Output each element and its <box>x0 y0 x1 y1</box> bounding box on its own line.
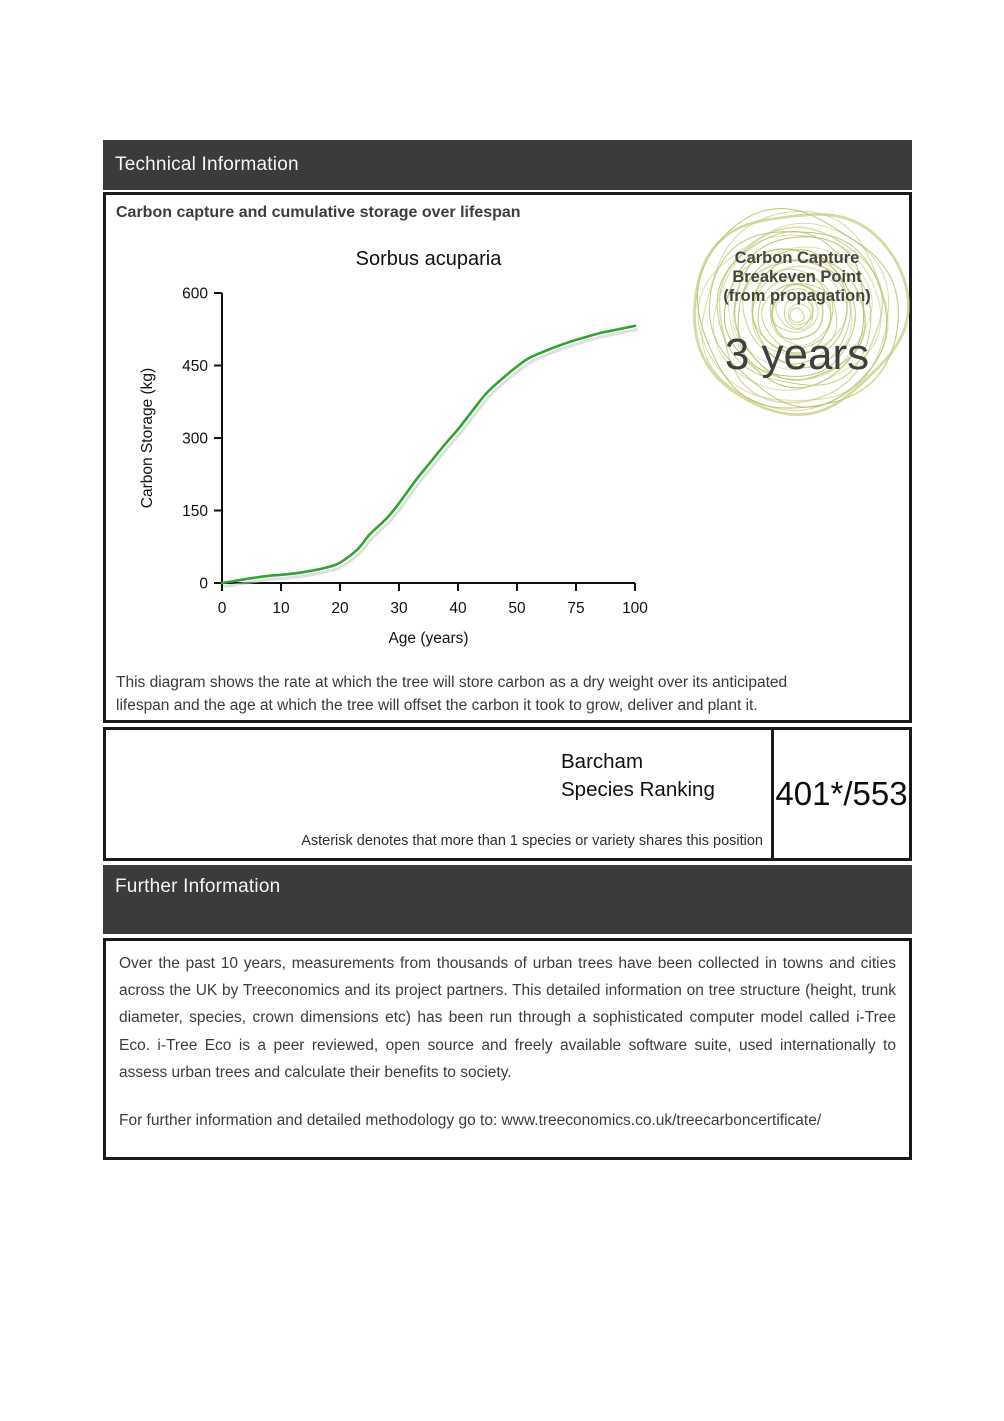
ranking-label-line-2: Species Ranking <box>561 778 715 801</box>
technical-information-title: Technical Information <box>115 154 299 175</box>
svg-text:Age (years): Age (years) <box>388 630 468 647</box>
svg-text:450: 450 <box>182 358 208 375</box>
carbon-capture-chart-panel: Carbon capture and cumulative storage ov… <box>103 192 912 723</box>
svg-text:30: 30 <box>390 600 408 617</box>
svg-text:10: 10 <box>272 600 290 617</box>
svg-text:Carbon Storage (kg): Carbon Storage (kg) <box>139 368 156 508</box>
tree-rings-icon <box>693 207 910 417</box>
svg-text:75: 75 <box>567 600 584 617</box>
badge-line-2: Breakeven Point <box>732 268 862 286</box>
further-information-title: Further Information <box>115 876 281 897</box>
chart-description-line-2: lifespan and the age at which the tree w… <box>116 696 758 714</box>
svg-text:0: 0 <box>199 576 208 593</box>
asterisk-note: Asterisk denotes that more than 1 specie… <box>301 833 763 849</box>
svg-text:600: 600 <box>182 286 208 303</box>
svg-text:0: 0 <box>218 600 227 617</box>
breakeven-badge-text: Carbon Capture Breakeven Point (from pro… <box>681 249 913 380</box>
species-ranking-label: Barcham Species Ranking <box>561 748 715 804</box>
carbon-storage-line-chart: 0 150 300 450 600 0 10 20 30 40 50 75 100 Sorbus acup… <box>139 248 648 647</box>
species-ranking-panel: Barcham Species Ranking Asterisk denotes… <box>103 727 912 861</box>
species-ranking-value: 401*/553 <box>775 775 908 812</box>
svg-text:Sorbus acuparia: Sorbus acuparia <box>356 248 503 270</box>
technical-information-header: Technical Information <box>103 140 912 190</box>
chart-panel-heading: Carbon capture and cumulative storage ov… <box>116 204 521 221</box>
chart-description: This diagram shows the rate at which the… <box>116 672 906 717</box>
further-information-panel: Over the past 10 years, measurements fro… <box>103 938 912 1160</box>
svg-text:100: 100 <box>622 600 648 617</box>
breakeven-badge: Carbon Capture Breakeven Point (from pro… <box>681 199 913 431</box>
breakeven-years-value: 3 years <box>724 330 870 379</box>
further-information-header: Further Information <box>103 865 912 934</box>
svg-text:40: 40 <box>449 600 467 617</box>
badge-line-3: (from propagation) <box>723 287 871 305</box>
further-information-paragraph: Over the past 10 years, measurements fro… <box>119 955 896 1081</box>
methodology-link-line: For further information and detailed met… <box>119 1112 822 1130</box>
badge-line-1: Carbon Capture <box>734 249 860 267</box>
svg-text:150: 150 <box>182 503 208 520</box>
svg-text:50: 50 <box>508 600 526 617</box>
svg-text:300: 300 <box>182 431 208 448</box>
ranking-label-line-1: Barcham <box>561 750 644 773</box>
chart-description-line-1: This diagram shows the rate at which the… <box>116 674 788 691</box>
svg-text:20: 20 <box>331 600 349 617</box>
species-ranking-left-cell: Barcham Species Ranking Asterisk denotes… <box>106 730 774 858</box>
